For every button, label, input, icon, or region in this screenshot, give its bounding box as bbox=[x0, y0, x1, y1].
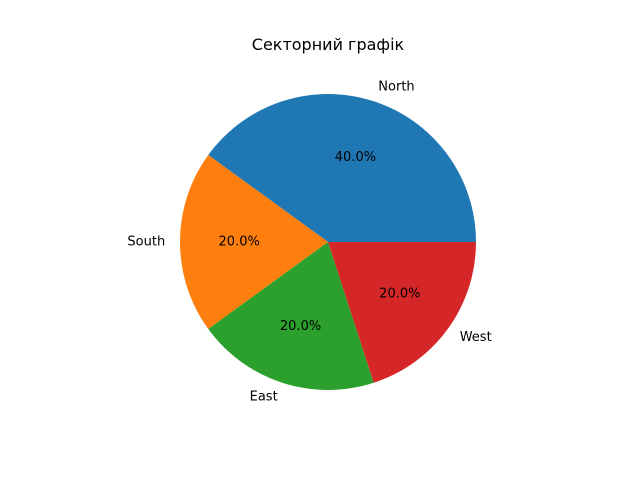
percent-label-east: 20.0% bbox=[280, 319, 321, 334]
percent-label-west: 20.0% bbox=[379, 287, 420, 302]
pie-slice-east bbox=[208, 242, 374, 391]
slice-label-south: South bbox=[127, 235, 165, 250]
chart-title: Секторний графік bbox=[252, 35, 405, 54]
pie-slice-west bbox=[328, 242, 476, 383]
slice-label-north: North bbox=[378, 80, 414, 95]
pie-slice-north bbox=[208, 94, 477, 242]
pie-slices bbox=[180, 94, 477, 391]
percent-label-south: 20.0% bbox=[219, 235, 260, 250]
percent-label-north: 40.0% bbox=[335, 150, 376, 165]
slice-label-west: West bbox=[460, 330, 492, 345]
pie-labels: North 40.0% South 20.0% East 20.0% West 20.0% bbox=[127, 80, 491, 405]
pie-slice-south bbox=[180, 155, 328, 329]
slice-label-east: East bbox=[250, 389, 278, 404]
